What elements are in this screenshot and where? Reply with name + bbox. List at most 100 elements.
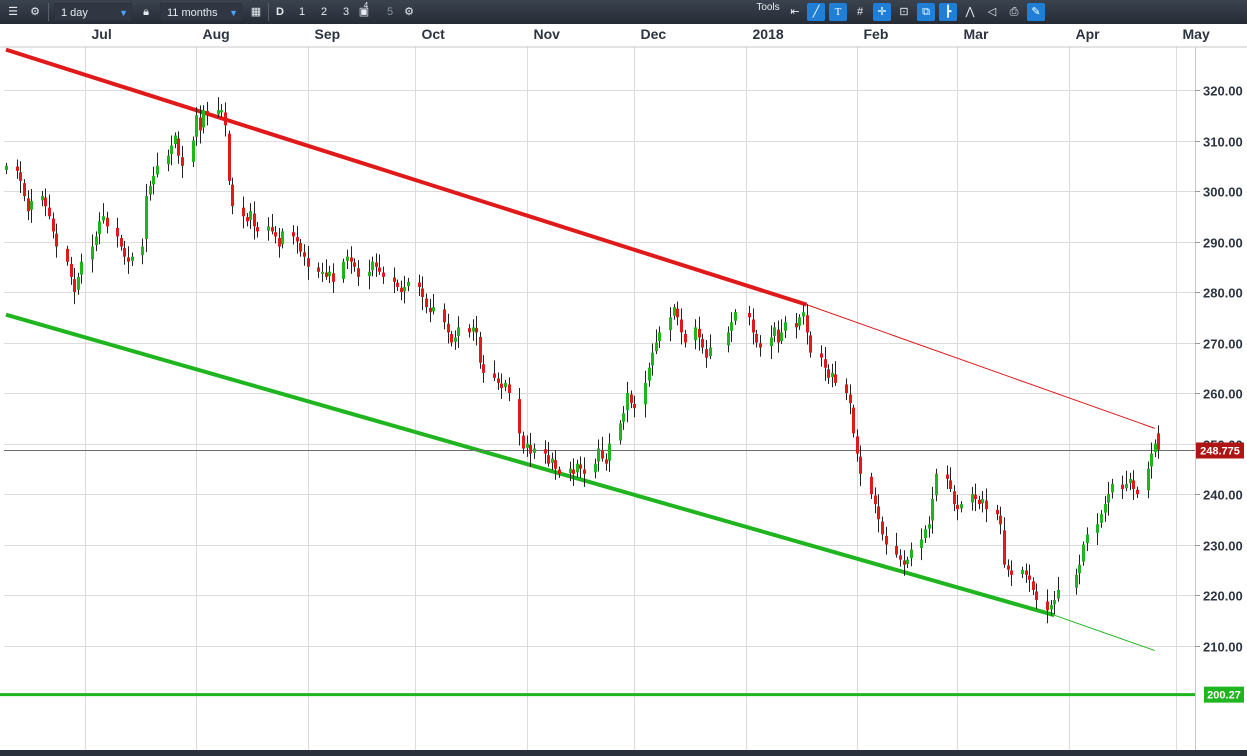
x-tick-label: Mar	[964, 26, 989, 42]
candle-body	[773, 327, 776, 336]
interval-5-button[interactable]: 5	[386, 6, 394, 18]
layout-icon[interactable]: ▣	[358, 6, 370, 18]
gear-icon[interactable]: ⚙	[30, 6, 40, 18]
wrench-icon[interactable]: ✎	[1027, 3, 1045, 21]
candle-body	[52, 218, 55, 232]
pennant-icon[interactable]: ◁	[987, 6, 997, 18]
candle-body	[454, 337, 457, 342]
grid-icon[interactable]: #	[856, 6, 864, 18]
interval-3-button[interactable]: 3	[342, 6, 350, 18]
crosshair-icon[interactable]: ✛	[873, 3, 891, 21]
scroll-bar[interactable]	[0, 750, 1247, 756]
candle-body	[149, 185, 152, 195]
interval-4-button[interactable]: 4	[363, 1, 369, 10]
candle-icon[interactable]: ⊡	[899, 6, 909, 18]
candle-body	[475, 328, 478, 333]
candle-body	[256, 227, 259, 232]
curve-icon[interactable]: ╱	[807, 3, 825, 21]
back-arrow-icon[interactable]: ⇤	[790, 6, 800, 18]
lock-icon[interactable]: 🔒︎	[143, 6, 149, 18]
candle-body	[935, 473, 938, 496]
y-tick-label: 280.00	[1203, 286, 1243, 301]
range-value: 11 months	[167, 7, 218, 19]
y-tick-label: 270.00	[1203, 337, 1243, 352]
candle-body	[956, 504, 959, 510]
candle-body	[156, 165, 159, 175]
candle-body	[220, 110, 223, 113]
candle-body	[1096, 524, 1099, 533]
calendar-icon[interactable]: ▦	[250, 6, 262, 18]
interval-select[interactable]: 1 day ▼	[54, 3, 132, 21]
candle-body	[393, 277, 396, 282]
x-tick-label: Aug	[203, 26, 230, 42]
candle-body	[429, 307, 432, 313]
candle-body	[41, 196, 44, 201]
candle-body	[852, 407, 855, 434]
copy-icon[interactable]: ⧉	[917, 3, 935, 21]
candle-body	[120, 237, 123, 247]
range-select[interactable]: 11 months ▼	[160, 3, 242, 21]
x-tick-label: 2018	[753, 26, 784, 42]
chevron-down-icon: ▼	[119, 8, 128, 18]
y-tick-label: 300.00	[1203, 185, 1243, 200]
tools-label: Tools	[756, 2, 780, 13]
candle-body	[77, 276, 80, 290]
candle-body	[1003, 530, 1006, 565]
x-tick-label: Jul	[92, 26, 112, 42]
interval-d-button[interactable]: D	[276, 6, 284, 18]
candle-body	[396, 282, 399, 287]
candle-body	[881, 521, 884, 535]
list-icon[interactable]: ☰	[8, 6, 18, 18]
candle-body	[106, 217, 109, 227]
chart-toolbar: ☰ ⚙ 1 day ▼ 🔒︎ 11 months ▼ ▦ D 1 2 3 ▣ 4…	[0, 0, 1247, 25]
candle-body	[827, 369, 830, 378]
candle-body	[759, 343, 762, 348]
candle-body	[199, 117, 202, 131]
candle-body	[16, 166, 19, 171]
y-tick-label: 240.00	[1203, 488, 1243, 503]
candle-body	[985, 500, 988, 510]
candle-body	[472, 327, 475, 332]
candle-body	[30, 201, 33, 210]
chevron-down-icon: ▼	[229, 8, 238, 18]
candle-body	[170, 145, 173, 155]
y-tick-label: 220.00	[1203, 589, 1243, 604]
settings-icon[interactable]: ⚙	[404, 6, 414, 18]
candle-body	[116, 227, 119, 237]
text-icon[interactable]: T	[829, 3, 847, 21]
candle-body	[127, 257, 130, 262]
candle-body	[123, 248, 126, 257]
candle-body	[899, 555, 902, 560]
price-chart: Jul Aug Sep Oct Nov Dec 2018 Feb Mar Apr May 210.00…	[0, 24, 1247, 752]
candle-body	[734, 312, 737, 321]
candle-body	[80, 261, 83, 275]
candle-body	[231, 184, 234, 207]
candle-body	[457, 327, 460, 336]
candle-body	[145, 196, 148, 239]
fan-icon[interactable]: ⋀	[965, 6, 975, 18]
candle-body	[885, 535, 888, 545]
candle-body	[332, 273, 335, 282]
candle-body	[217, 110, 220, 115]
interval-1-button[interactable]: 1	[298, 6, 306, 18]
candle-body	[141, 246, 144, 256]
candle-body	[382, 272, 385, 277]
candle-body	[55, 233, 58, 247]
x-tick-label: Feb	[864, 26, 889, 42]
candle-body	[450, 333, 453, 343]
interval-2-button[interactable]: 2	[320, 6, 328, 18]
candle-body	[658, 332, 661, 341]
candle-body	[633, 403, 636, 409]
candle-body	[1025, 570, 1028, 575]
candle-body	[845, 384, 848, 393]
bars-icon[interactable]: ┣	[939, 3, 957, 21]
candle-body	[583, 469, 586, 474]
candle-body	[795, 323, 798, 328]
candle-body	[949, 480, 952, 489]
candle-body	[432, 307, 435, 312]
candle-body	[802, 312, 805, 317]
print-icon[interactable]: ⎙	[1009, 6, 1019, 18]
candle-body	[673, 307, 676, 316]
candle-body	[131, 256, 134, 261]
candle-body	[1028, 575, 1031, 580]
